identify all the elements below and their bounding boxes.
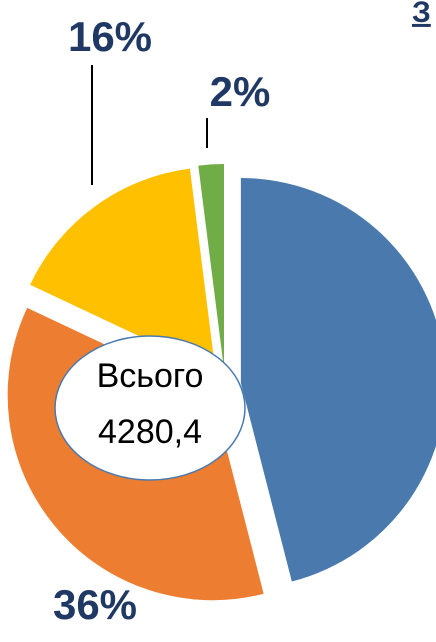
center-ellipse (54, 335, 246, 481)
data-label: 2% (210, 68, 271, 115)
chart-title: З (412, 0, 431, 29)
center-value: 4280,4 (98, 413, 202, 451)
data-label: 36% (53, 581, 137, 628)
pie-slice (240, 177, 436, 582)
pie-slice (198, 164, 224, 370)
pie-slice (30, 168, 216, 373)
data-label: 16% (68, 13, 152, 60)
center-label: Всього (97, 357, 204, 395)
